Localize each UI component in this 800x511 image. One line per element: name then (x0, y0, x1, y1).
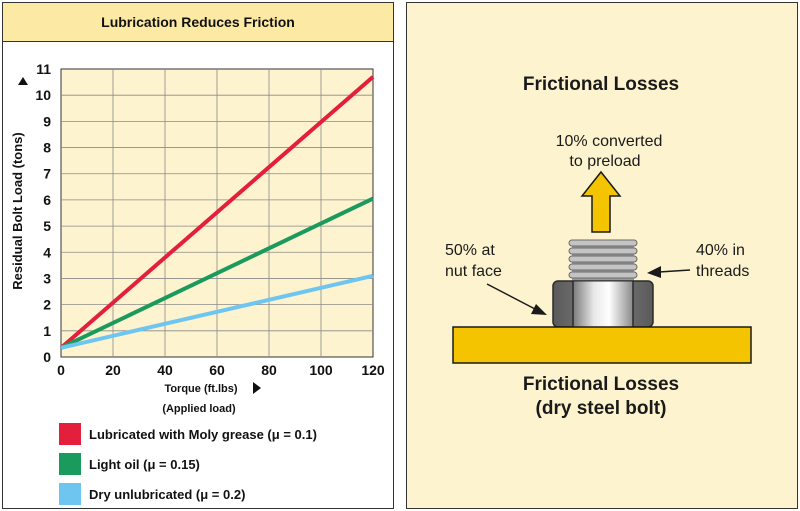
y-tick-label: 10 (35, 87, 51, 103)
legend-item-light-oil: Light oil (μ = 0.15) (59, 453, 200, 475)
y-tick-label: 9 (43, 113, 51, 129)
chart-body: 0 20 40 60 80 100 120 0 1 2 3 4 5 6 7 8 9 10 11 Residual B… (3, 42, 393, 508)
y-tick-label: 11 (36, 61, 51, 77)
series-line-0 (59, 75, 375, 350)
chart-title: Lubrication Reduces Friction (3, 3, 393, 42)
nut-face-label-line1: 50% at (445, 242, 495, 259)
y-tick-label: 2 (43, 297, 51, 313)
legend-swatch-light-oil (59, 453, 81, 475)
legend-label-light-oil: Light oil (μ = 0.15) (89, 456, 200, 472)
series-line-1 (60, 196, 374, 350)
x-tick-label: 100 (309, 362, 333, 378)
legend-item-dry: Dry unlubricated (μ = 0.2) (59, 483, 245, 505)
bolt-diagram: Frictional Losses 10% converted to prelo… (445, 74, 752, 419)
line-chart: 0 20 40 60 80 100 120 0 1 2 3 4 5 6 7 8 9 10 11 Residual B… (10, 61, 385, 415)
diagram-title: Frictional Losses (523, 74, 679, 95)
nut-face-pointer-icon (486, 283, 547, 315)
legend-swatch-moly (59, 423, 81, 445)
threads-pointer-icon (647, 266, 691, 278)
legend-label-dry: Dry unlubricated (μ = 0.2) (89, 486, 246, 502)
y-tick-label: 4 (43, 244, 51, 260)
y-tick-label: 8 (43, 140, 51, 156)
diagram-panel: Frictional Losses 10% converted to prelo… (406, 2, 798, 509)
x-axis-sublabel: (Applied load) (162, 403, 236, 415)
y-tick-label: 7 (43, 166, 51, 182)
y-tick-label: 0 (43, 349, 51, 365)
x-tick-label: 120 (361, 362, 385, 378)
chart-panel: Lubrication Reduces Friction 0 20 40 60 80 10… (2, 2, 394, 509)
diagram-caption-line1: Frictional Losses (523, 374, 679, 395)
nut-face-label-line2: nut face (445, 263, 502, 280)
legend-item-moly: Lubricated with Moly grease (μ = 0.1) (59, 423, 317, 445)
series-line-2 (60, 273, 374, 350)
plate-icon (452, 326, 752, 364)
threads-label-line2: threads (696, 263, 749, 280)
tick-label-group: 0 20 40 60 80 100 120 0 1 2 3 4 5 6 7 8 9 10 11 (35, 61, 384, 378)
x-tick-label: 40 (157, 362, 173, 378)
y-axis-arrow-icon (18, 77, 28, 85)
preload-label-line1: 10% converted (556, 133, 663, 150)
threads-label-line1: 40% in (696, 242, 745, 259)
y-tick-label: 3 (43, 270, 51, 286)
x-axis-arrow-icon (253, 382, 261, 394)
x-tick-label: 80 (261, 362, 277, 378)
x-tick-label: 20 (105, 362, 121, 378)
nut-icon (552, 280, 654, 328)
y-tick-label: 6 (43, 192, 51, 208)
x-tick-label: 60 (209, 362, 225, 378)
y-tick-label: 1 (43, 323, 51, 339)
legend-swatch-dry (59, 483, 81, 505)
series-group (59, 75, 375, 350)
y-tick-label: 5 (43, 218, 51, 234)
legend-label-moly: Lubricated with Moly grease (μ = 0.1) (89, 426, 317, 442)
y-axis-label: Residual Bolt Load (tons) (10, 132, 25, 289)
axis-decorations: Residual Bolt Load (tons) Torque (ft.lbs)… (10, 77, 261, 415)
preload-arrow-icon (580, 170, 622, 233)
x-axis-label: Torque (ft.lbs) (164, 383, 237, 395)
x-tick-label: 0 (57, 362, 65, 378)
diagram-caption-line2: (dry steel bolt) (536, 398, 667, 419)
bolt-thread-icon (568, 239, 638, 287)
preload-label-line2: to preload (569, 153, 640, 170)
grid (61, 69, 373, 357)
